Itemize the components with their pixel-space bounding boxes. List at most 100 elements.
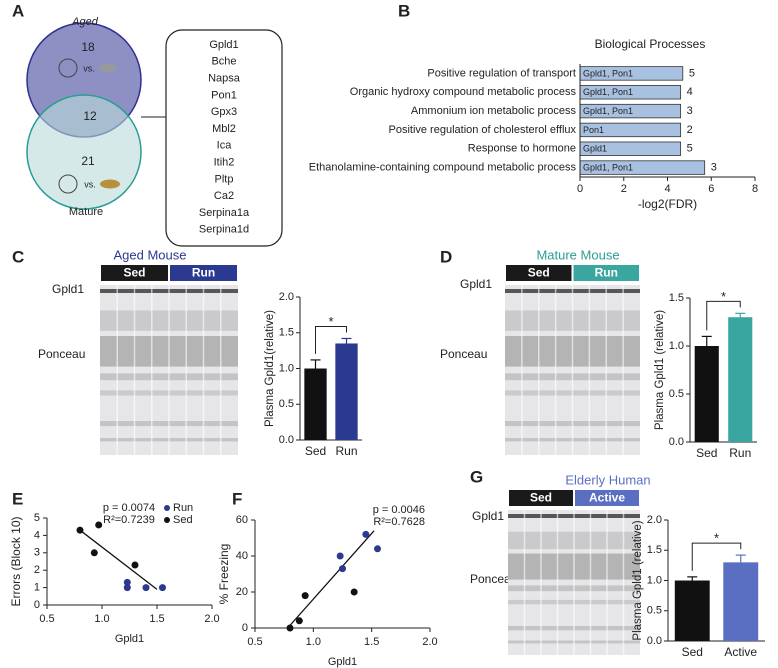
bar [728,317,753,442]
legend-swatch [164,505,170,511]
count-label: 2 [687,124,693,136]
gene-name: Gpld1 [209,39,238,51]
point [350,588,358,596]
vs-label: vs. [83,63,95,73]
gene-name: Bche [211,56,236,68]
significance-label: * [328,314,333,329]
gene-name: Itih2 [214,157,235,169]
panel-label: G [470,467,483,486]
count-label: 5 [687,143,693,155]
annotation: R²=0.7239 [103,514,155,526]
venn-count: 21 [81,154,95,168]
category-label: Ethanolamine-containing compound metabol… [309,161,577,173]
point [142,584,150,592]
y-tick-label: 1.5 [279,327,294,339]
category-label: Positive regulation of transport [427,67,576,79]
group-label: Sed [530,491,552,505]
gene-name: Mbl2 [212,123,236,135]
group-label: Run [595,266,618,280]
bar [723,562,759,641]
y-axis-label: Plasma Gpld1 (relative) [632,520,644,640]
y-tick-label: 0 [34,599,40,611]
gene-name: Serpina1d [199,224,249,236]
blot-row-label: Ponceau [38,347,85,361]
point [339,565,346,573]
x-tick-label: 2 [621,183,627,195]
blot-title: Aged Mouse [114,247,187,262]
x-tick-label: 1.0 [94,613,109,625]
legend-label: Run [173,502,193,514]
y-tick-label: 0.0 [647,635,662,647]
y-tick-label: 1.5 [647,544,662,556]
point [95,521,103,529]
group-bar [575,490,639,506]
x-tick-label: 6 [708,183,714,195]
x-tick-label: Sed [682,645,703,659]
panel-label: D [440,247,452,266]
y-tick-label: 5 [34,512,40,524]
significance-label: * [714,531,719,546]
group-bar [101,265,168,281]
x-tick-label: 1.0 [306,636,321,648]
point [362,530,370,538]
point [123,578,131,586]
y-tick-label: 1.0 [279,362,294,374]
y-tick-label: 1 [34,582,40,594]
y-tick-label: 2 [34,564,40,576]
group-label: Active [589,491,625,505]
gene-name: Ica [217,140,233,152]
legend-swatch [164,517,170,523]
y-axis-label: Errors (Block 10) [9,516,23,606]
x-axis-label: Gpld1 [115,633,144,645]
y-tick-label: 40 [236,550,248,562]
panel-label: F [232,489,242,508]
significance-bracket [315,325,347,354]
y-axis-label: % Freezing [217,544,231,605]
group-bar [509,490,573,506]
point [123,584,131,592]
blot-row-label: Gpld1 [52,282,84,296]
blot-title: Mature Mouse [536,247,619,262]
x-tick-label: Sed [305,444,326,458]
bar [335,343,358,440]
fit-line [287,530,375,629]
bar [694,346,719,442]
gene-name: Gpx3 [211,106,237,118]
count-label: 5 [689,67,695,79]
point [336,552,344,560]
category-label: Ammonium ion metabolic process [411,105,577,117]
y-tick-label: 0.5 [669,388,684,400]
venn-bottom-label: Mature [69,206,103,218]
group-label: Sed [123,266,145,280]
y-tick-label: 60 [236,514,248,526]
y-tick-label: 1.5 [669,292,684,304]
significance-label: * [721,289,726,304]
y-tick-label: 3 [34,547,40,559]
bar-label: Gpld1 [583,144,607,154]
bar-label: Gpld1, Pon1 [583,87,633,97]
y-tick-label: 2.0 [647,514,662,526]
significance-bracket [691,542,742,571]
annotation: R²=0.7628 [373,516,425,528]
x-axis-label: Gpld1 [328,656,357,668]
blot-title: Elderly Human [565,472,650,487]
blot-row-label: Gpld1 [460,277,492,291]
point [131,561,139,569]
x-tick-label: 4 [664,183,670,195]
x-tick-label: 0.5 [39,613,54,625]
group-label: Run [192,266,215,280]
x-tick-label: 8 [752,183,758,195]
point [301,592,309,600]
y-tick-label: 1.0 [669,340,684,352]
category-label: Organic hydroxy compound metabolic proce… [350,86,577,98]
y-tick-label: 0.5 [647,605,662,617]
bar [304,368,327,440]
bar-label: Gpld1, Pon1 [583,68,633,78]
y-tick-label: 0.0 [279,434,294,446]
panel-label: E [12,489,23,508]
fit-line [79,529,158,590]
annotation: p = 0.0074 [103,502,155,514]
gene-box [165,29,283,247]
count-label: 4 [687,86,693,98]
x-axis-label: -log2(FDR) [638,197,697,211]
